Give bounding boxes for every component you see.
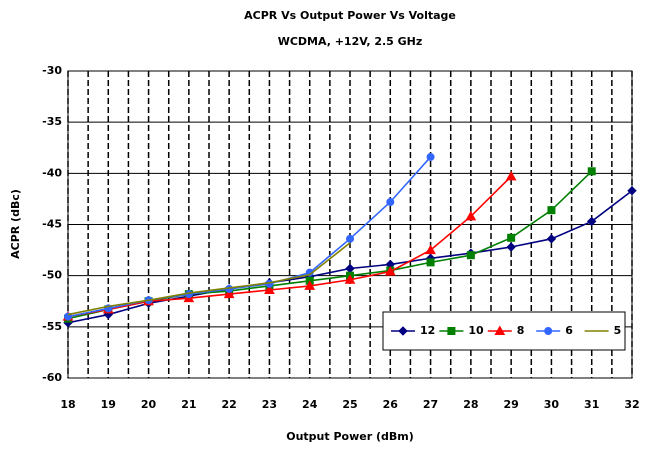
x-tick-label: 25 bbox=[342, 398, 357, 411]
legend-label: 5 bbox=[614, 324, 622, 337]
y-tick-label: -30 bbox=[42, 64, 62, 77]
x-tick-label: 30 bbox=[544, 398, 560, 411]
point bbox=[426, 152, 435, 161]
point bbox=[587, 167, 596, 176]
x-tick-label: 32 bbox=[624, 398, 639, 411]
point bbox=[344, 274, 356, 284]
point bbox=[587, 216, 597, 227]
y-tick-label: -60 bbox=[42, 371, 62, 384]
point bbox=[425, 244, 436, 255]
x-tick-label: 21 bbox=[181, 398, 196, 411]
legend-marker bbox=[447, 327, 456, 335]
point bbox=[426, 258, 435, 267]
x-tick-label: 26 bbox=[383, 398, 399, 411]
y-tick-label: -40 bbox=[42, 166, 62, 179]
point bbox=[547, 206, 556, 215]
x-tick-label: 18 bbox=[60, 398, 75, 411]
point bbox=[465, 210, 477, 221]
legend-marker bbox=[494, 325, 506, 335]
x-tick-label: 19 bbox=[101, 398, 116, 411]
point bbox=[386, 197, 395, 206]
point bbox=[506, 242, 516, 252]
x-tick-label: 29 bbox=[503, 398, 518, 411]
legend-marker bbox=[398, 326, 408, 336]
point bbox=[346, 234, 354, 243]
legend-label: 6 bbox=[565, 324, 573, 337]
legend-label: 10 bbox=[468, 324, 484, 337]
x-tick-label: 24 bbox=[302, 398, 318, 411]
point bbox=[264, 284, 275, 294]
y-tick-label: -45 bbox=[42, 218, 62, 231]
x-tick-label: 28 bbox=[463, 398, 478, 411]
legend-label: 8 bbox=[517, 324, 525, 337]
point bbox=[546, 234, 557, 244]
point bbox=[384, 266, 396, 276]
point bbox=[304, 280, 316, 290]
point bbox=[466, 251, 475, 260]
y-tick-label: -55 bbox=[42, 320, 62, 333]
point bbox=[505, 170, 517, 181]
chart-subtitle: WCDMA, +12V, 2.5 GHz bbox=[278, 35, 423, 48]
legend-label: 12 bbox=[420, 324, 435, 337]
chart-title: ACPR Vs Output Power Vs Voltage bbox=[244, 9, 456, 22]
x-tick-label: 23 bbox=[262, 398, 277, 411]
x-tick-label: 31 bbox=[584, 398, 599, 411]
y-axis-label: ACPR (dBc) bbox=[9, 189, 22, 259]
point bbox=[507, 233, 516, 242]
x-tick-label: 27 bbox=[423, 398, 438, 411]
y-tick-label: -35 bbox=[42, 115, 62, 128]
x-tick-label: 22 bbox=[221, 398, 236, 411]
series-line bbox=[67, 242, 351, 316]
series-line bbox=[67, 156, 432, 318]
series-line bbox=[67, 175, 512, 318]
point bbox=[345, 263, 355, 274]
plot-frame bbox=[67, 70, 633, 379]
y-tick-label: -50 bbox=[42, 269, 62, 282]
x-tick-label: 20 bbox=[141, 398, 157, 411]
point bbox=[223, 288, 235, 299]
x-axis-label: Output Power (dBm) bbox=[286, 430, 414, 443]
point bbox=[627, 186, 637, 196]
legend-marker bbox=[544, 327, 553, 335]
